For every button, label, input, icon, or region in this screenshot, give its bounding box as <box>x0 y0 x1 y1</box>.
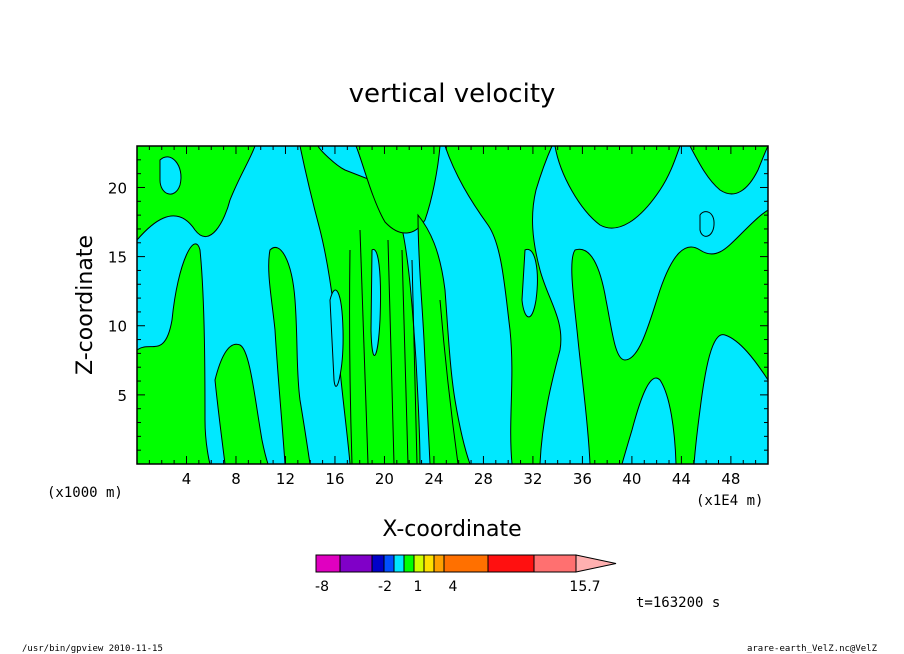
y-tick-label: 5 <box>117 387 127 405</box>
plot-frame <box>136 145 769 465</box>
contour-line <box>411 259 418 464</box>
x-axis-label: X-coordinate <box>382 517 521 542</box>
contour-lines <box>349 229 459 464</box>
positive-region <box>355 146 441 234</box>
colorbar-swatch <box>383 554 395 573</box>
plot-area <box>137 146 768 464</box>
chart-title: vertical velocity <box>349 79 556 109</box>
y-axis-ticks: 5 10 15 20 <box>108 159 768 451</box>
x-tick-label: 24 <box>424 470 443 488</box>
x-tick-label: 48 <box>721 470 740 488</box>
colorbar <box>315 554 617 573</box>
colorbar-swatch <box>423 554 435 573</box>
colorbar-swatch <box>433 554 445 573</box>
x-tick-label: 20 <box>375 470 394 488</box>
contour-line <box>439 299 459 464</box>
colorbar-level-label: 1 <box>414 579 423 595</box>
positive-region <box>571 209 768 464</box>
colorbar-level-label: -2 <box>378 579 392 595</box>
x-tick-label: 28 <box>474 470 493 488</box>
colorbar-swatch <box>315 554 341 573</box>
colorbar-swatch <box>443 554 489 573</box>
colorbar-swatch <box>371 554 385 573</box>
colorbar-level-label: 4 <box>449 579 458 595</box>
contour-line <box>401 249 409 464</box>
time-label: t=163200 s <box>636 595 720 611</box>
negative-patch <box>521 248 538 318</box>
x-unit-right: (x1E4 m) <box>696 493 763 509</box>
negative-patch <box>159 156 182 195</box>
y-tick-label: 15 <box>108 249 127 267</box>
y-tick-label: 20 <box>108 179 127 197</box>
x-tick-label: 4 <box>182 470 192 488</box>
x-tick-label: 32 <box>523 470 542 488</box>
contour-line <box>359 229 369 464</box>
x-axis-ticks: 4 8 12 16 20 24 28 32 36 40 44 48 <box>148 146 757 488</box>
colorbar-swatch <box>533 554 577 573</box>
colorbar-arrow <box>575 554 617 573</box>
colorbar-swatch <box>487 554 535 573</box>
negative-velocity-patches <box>159 156 715 387</box>
colorbar-swatch <box>403 554 415 573</box>
colorbar-swatch <box>393 554 405 573</box>
colorbar-swatch <box>413 554 425 573</box>
positive-region <box>444 146 562 464</box>
negative-patch <box>370 248 382 356</box>
y-axis-label: Z-coordinate <box>73 235 98 375</box>
negative-patch <box>699 211 715 237</box>
x-tick-label: 16 <box>325 470 344 488</box>
x-tick-label: 12 <box>276 470 295 488</box>
positive-velocity-regions <box>137 146 768 464</box>
y-tick-label: 10 <box>108 318 127 336</box>
colorbar-labels: -8 -2 1 4 15.7 <box>315 579 601 595</box>
colorbar-level-label: -8 <box>315 579 329 595</box>
positive-region <box>689 146 768 195</box>
contour-line <box>387 239 395 464</box>
x-unit-left: (x1000 m) <box>47 485 123 501</box>
positive-region <box>137 243 211 464</box>
contour-line <box>349 249 353 464</box>
negative-patch <box>329 289 344 387</box>
colorbar-swatch <box>339 554 373 573</box>
footer-left: /usr/bin/gpview 2010-11-15 <box>22 644 163 654</box>
positive-region <box>214 343 269 464</box>
x-tick-label: 44 <box>672 470 691 488</box>
positive-region <box>554 146 681 229</box>
x-tick-label: 36 <box>573 470 592 488</box>
x-tick-label: 8 <box>231 470 241 488</box>
colorbar-level-label: 15.7 <box>569 579 600 595</box>
positive-region <box>268 247 311 464</box>
footer-right: arare-earth_VelZ.nc@VelZ <box>747 644 878 654</box>
x-tick-label: 40 <box>622 470 641 488</box>
